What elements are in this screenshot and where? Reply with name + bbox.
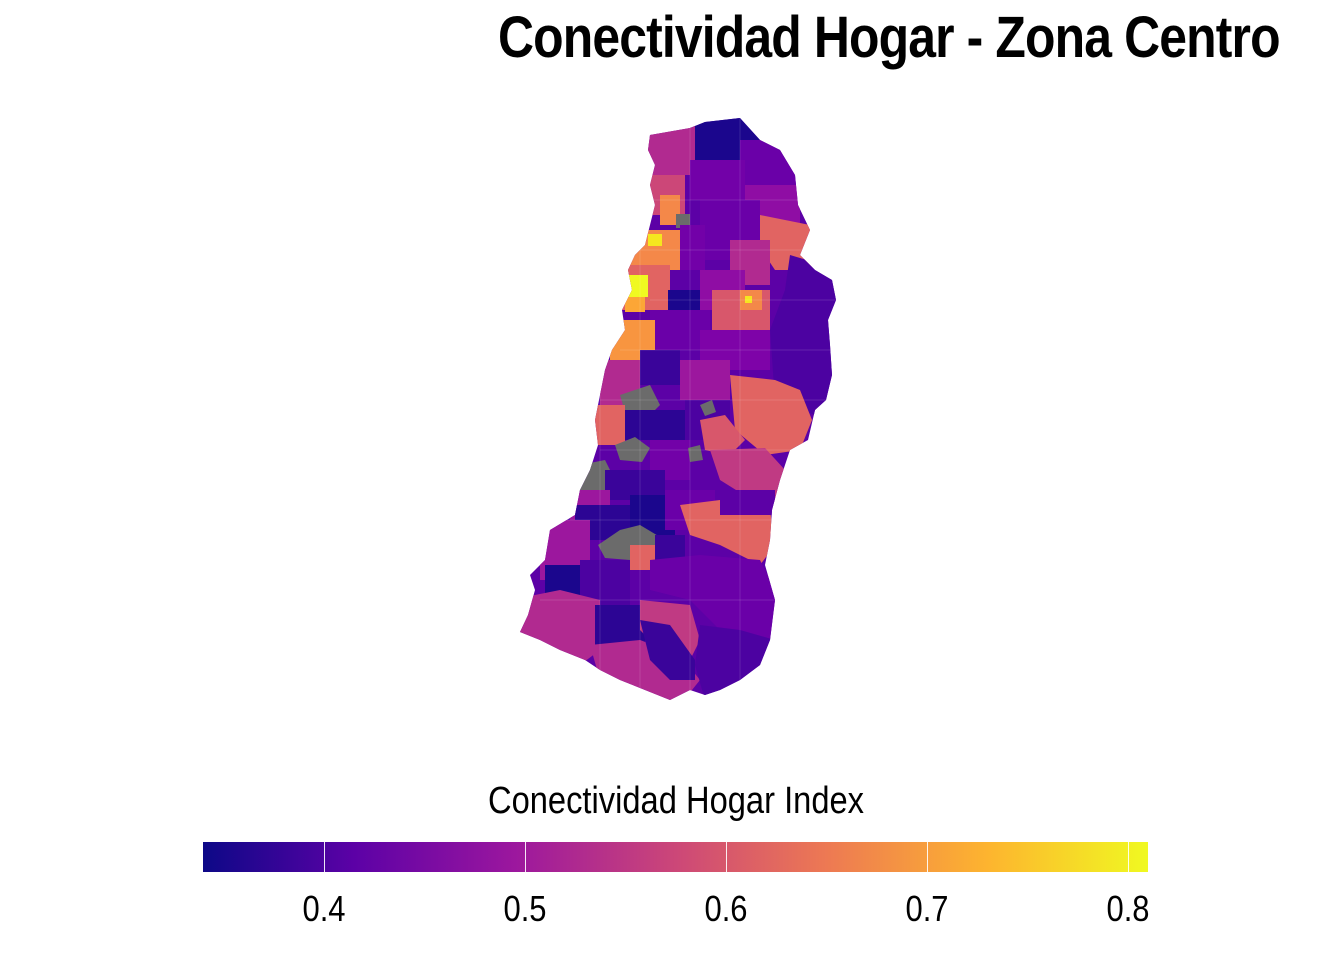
region-n3 [740,140,800,185]
region-m3 [680,360,730,400]
legend-tick-mark [323,842,325,872]
region-n12 [680,225,705,270]
region-s13 [520,590,600,665]
region-n7 [660,195,680,225]
region-n2 [640,125,695,175]
region-polygons [520,118,836,700]
region-m2 [640,350,680,385]
region-nodata-4 [615,437,650,462]
legend-tick-label: 0.7 [905,888,949,929]
choropleth-map [520,118,836,700]
region-c3 [625,297,645,312]
region-s17 [640,620,695,680]
region-n11 [648,234,662,246]
region-nodata-3 [700,400,716,416]
legend-tick-mark [1127,842,1129,872]
region-nodata-2 [620,385,660,415]
region-east-1 [770,255,836,415]
legend-colorbar [203,842,1148,872]
legend-tick-label: 0.4 [302,888,346,929]
region-s5 [680,500,775,565]
region-s6 [720,490,775,515]
map-title: Conectividad Hogar - Zona Centro [498,5,1281,70]
legend-tick-mark [926,842,928,872]
region-m4 [730,375,812,455]
region-m8 [700,415,745,455]
legend-title: Conectividad Hogar Index [487,780,865,822]
region-nodata-5 [688,445,703,462]
legend-tick-label: 0.5 [503,888,547,929]
legend-tick-mark [524,842,526,872]
region-boundaries [540,118,836,700]
region-m6 [625,410,685,440]
region-c8 [745,296,752,303]
legend-tick-mark [725,842,727,872]
region-nodata-1 [676,214,690,228]
region-m5 [590,405,625,445]
region-c2 [628,275,648,297]
region-s12 [650,555,780,640]
legend-tick-label: 0.8 [1106,888,1150,929]
region-n4 [690,160,745,200]
legend-tick-label: 0.6 [704,888,748,929]
